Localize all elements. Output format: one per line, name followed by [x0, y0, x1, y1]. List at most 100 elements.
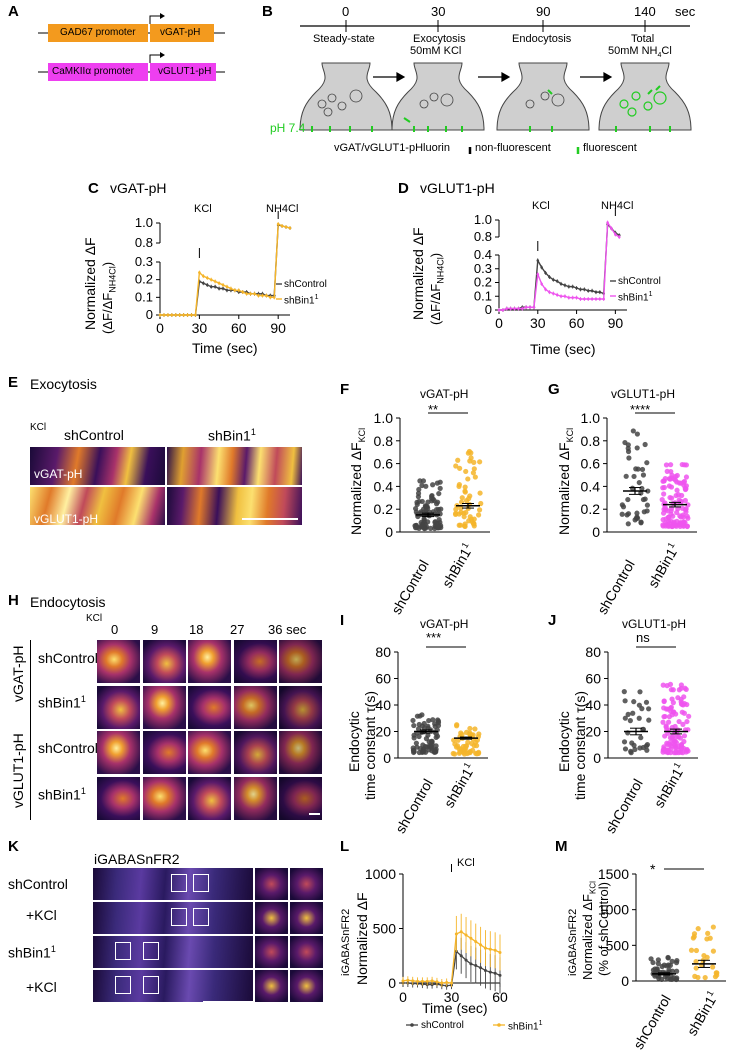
endo-image-tile: [188, 640, 231, 683]
chart-l-point: [411, 979, 415, 983]
stage-total: Total: [631, 33, 655, 45]
chart-f-dot: [462, 484, 468, 490]
chart-j-dot: [665, 719, 672, 725]
chart-f-dot: [437, 511, 443, 517]
k-roi-box: [171, 874, 187, 892]
chart-d-xtick-label: 0: [495, 315, 503, 331]
chart-m-dot: [693, 965, 699, 971]
chart-l-point: [483, 968, 487, 972]
chart-l-ytick-label: 500: [373, 921, 397, 937]
k-scale-bar: [203, 1001, 255, 1003]
chart-d-nh4cl: NH4Cl: [601, 200, 634, 212]
chart-j-dot: [680, 721, 686, 727]
k-roi-box: [115, 942, 131, 960]
chart-j-dot: [660, 682, 666, 688]
chart-c-xtick-label: 0: [156, 320, 164, 336]
chart-g-ytick-label: 0.8: [581, 433, 601, 449]
chart-m-dot: [650, 967, 656, 973]
chart-l-point: [459, 954, 463, 958]
chart-d-ytick-label: 0.4: [474, 247, 492, 262]
chart-f-ytick-label: 0.2: [374, 501, 394, 517]
endo-scale-bar: [309, 813, 320, 815]
chart-g-dot: [633, 466, 639, 472]
chart-j-dot: [683, 749, 689, 755]
chart-j-dot: [681, 733, 688, 739]
chart-g-dot: [678, 480, 684, 486]
chart-g-dot: [629, 485, 636, 491]
ph-label: pH 7.4: [270, 121, 306, 135]
endo-image-tile: [233, 685, 277, 729]
chart-m-ytick-label: 500: [606, 937, 630, 953]
chart-i-dot: [454, 723, 460, 729]
chart-g-dot: [666, 483, 672, 489]
chart-f-dot: [471, 466, 477, 472]
k-roi-box: [171, 908, 187, 926]
timeline-tick-140: 140: [634, 4, 656, 19]
exo-scale-bar: [242, 518, 298, 520]
chart-g-dot: [634, 510, 640, 516]
chart-i-ylabel-2: time constant τ(s): [362, 690, 378, 800]
k-image-zoom: [290, 970, 323, 1002]
chart-i-dot: [463, 745, 469, 752]
chart-f-dot: [420, 478, 427, 484]
chart-i-dot: [454, 743, 461, 749]
chart-g-title: vGLUT1-pH: [611, 387, 676, 401]
chart-d-ytick-label: 0.3: [474, 261, 492, 276]
endo-image-tile: [279, 731, 322, 774]
chart-g-dot: [670, 513, 676, 519]
stage-total-nh4cl: 50mM NH4Cl: [608, 45, 672, 60]
chart-l-point: [435, 980, 439, 984]
endo-row-3: shControl: [38, 740, 98, 756]
chart-m-dot: [710, 948, 717, 954]
chart-j-dot: [675, 750, 682, 756]
chart-g-dot: [684, 513, 690, 519]
chart-f-dot: [472, 474, 478, 480]
chart-m-dot: [695, 974, 701, 981]
endo-image-tile: [97, 731, 140, 774]
k-row-4: +KCl: [26, 979, 57, 995]
legend-nonfluorescent: non-fluorescent: [475, 142, 551, 154]
chart-c-legend-shbin1: shBin11: [284, 294, 319, 307]
chart-c-ytick-top-label: 0.8: [135, 235, 153, 250]
chart-m-dot: [654, 966, 660, 973]
chart-l-point: [464, 958, 468, 962]
chart-j-dot: [673, 711, 679, 717]
panel-label-m: M: [555, 838, 568, 855]
chart-g-dot: [683, 486, 689, 492]
chart-g-dot: [625, 511, 632, 517]
timeline-unit: sec: [675, 4, 696, 19]
chart-i-dot: [426, 743, 433, 749]
chart-m-dot: [713, 970, 719, 976]
chart-j-dot: [631, 699, 637, 705]
chart-j-dot: [625, 711, 631, 717]
k-image-zoom: [255, 970, 288, 1002]
chart-g-dot: [669, 495, 675, 501]
chart-d-series-1: [499, 273, 604, 311]
chart-g-dot: [631, 473, 637, 480]
chart-d-ytick-label: 0: [485, 302, 492, 317]
chart-j-dot: [639, 706, 645, 712]
chart-i-dot: [413, 740, 419, 746]
chart-i-dot: [432, 747, 438, 753]
k-row-2: +KCl: [26, 907, 57, 923]
chart-j-ytick-label: 80: [585, 644, 601, 660]
vgat-ph-box: [150, 24, 214, 42]
endocytosis-title: Endocytosis: [30, 594, 106, 610]
chart-c-xtick-label: 90: [270, 320, 286, 336]
chart-f-dot: [414, 501, 420, 508]
chart-j-dot: [668, 749, 674, 756]
chart-i-dot: [456, 750, 462, 756]
chart-g-dot: [620, 504, 627, 510]
endo-group-vgat: vGAT-pH: [10, 645, 26, 702]
k-roi-box: [115, 976, 131, 994]
pathway-diagram: [299, 20, 692, 154]
chart-f-dot: [477, 459, 483, 465]
endo-row-4: shBin11: [38, 786, 86, 803]
k-title: iGABASnFR2: [94, 851, 180, 867]
chart-l-xlabel: Time (sec): [422, 1000, 488, 1016]
chart-m-dot: [691, 934, 697, 940]
chart-c-ytick-label: 0: [146, 307, 153, 322]
chart-j-dot: [662, 733, 668, 739]
chart-j-dot: [679, 709, 685, 715]
endo-kcl: KCl: [86, 613, 103, 624]
